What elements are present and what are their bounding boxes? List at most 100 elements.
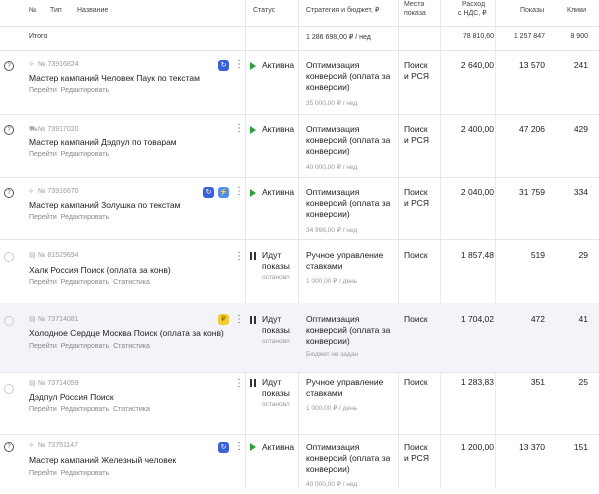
places-text: Поиск и РСЯ [404, 60, 429, 81]
table-row[interactable]: ▤ № 73714059 Дэдпул Россия Поиск Перейти… [0, 372, 599, 435]
strategy-text[interactable]: Оптимизация конверсий (оплата за конверс… [306, 314, 391, 346]
campaign-name[interactable]: Дэдпул Россия Поиск [29, 392, 114, 402]
budget-text: 1 000,00 ₽ / день [306, 405, 358, 412]
header-expense[interactable]: Расход [462, 1, 486, 8]
strategy-text[interactable]: Оптимизация конверсий (оплата за конверс… [306, 60, 391, 92]
go-link[interactable]: Перейти [29, 343, 57, 350]
status-text: Активна [262, 124, 295, 134]
play-icon[interactable] [250, 62, 256, 70]
pause-icon[interactable] [250, 379, 256, 387]
go-link[interactable]: Перейти [29, 151, 57, 158]
status-text: Идут показы [262, 314, 290, 335]
more-actions-icon[interactable]: ⋮ [234, 441, 244, 452]
header-expense-2: с НДС, ₽ [458, 10, 487, 17]
more-actions-icon[interactable]: ⋮ [234, 186, 244, 197]
help-icon[interactable]: ? [4, 61, 14, 71]
text-campaign-icon: ▤ [29, 316, 36, 323]
go-link[interactable]: Перейти [29, 279, 57, 286]
go-link[interactable]: Перейти [29, 406, 57, 413]
campaign-name[interactable]: Мастер кампаний Дэдпул по товарам [29, 137, 177, 147]
strategy-text[interactable]: Оптимизация конверсий (оплата за конверс… [306, 187, 391, 219]
play-icon[interactable] [250, 189, 256, 197]
shows-value: 47 206 [519, 124, 545, 134]
edit-link[interactable]: Редактировать [60, 87, 110, 94]
play-icon[interactable] [250, 126, 256, 134]
table-row[interactable]: ▤ № 73714081 Холодное Сердце Москва Поис… [0, 303, 599, 373]
totals-row: Итого 1 286 698,00 ₽ / нед 78 810,60 1 2… [0, 26, 599, 51]
row-links: Перейти Редактировать [29, 87, 113, 94]
more-actions-icon[interactable]: ⋮ [234, 314, 244, 325]
row-checkbox[interactable] [4, 384, 14, 394]
go-link[interactable]: Перейти [29, 214, 57, 221]
pause-icon[interactable] [250, 316, 256, 324]
table-row[interactable]: ▤ № 81529694 Халк Россия Поиск (оплата з… [0, 239, 599, 304]
cart-icon: ⛟ [29, 126, 38, 133]
stats-link[interactable]: Статистика [113, 343, 150, 350]
campaign-name[interactable]: Мастер кампаний Человек Паук по текстам [29, 73, 200, 83]
edit-link[interactable]: Редактировать [60, 279, 110, 286]
budget-text: 34 998,00 ₽ / нед [306, 227, 358, 234]
campaign-id: № 73916670 [37, 188, 79, 195]
campaign-name[interactable]: Халк Россия Поиск (оплата за конв) [29, 265, 171, 275]
strategy-text[interactable]: Ручное управление ставками [306, 250, 384, 271]
table-row[interactable]: ? ⛟ № 73917020 Мастер кампаний Дэдпул по… [0, 114, 599, 178]
header-name[interactable]: Название [77, 7, 109, 14]
clicks-value: 25 [578, 377, 588, 387]
lightning-badge-icon: ⚡ [218, 187, 229, 198]
edit-link[interactable]: Редактировать [60, 470, 110, 477]
campaign-name[interactable]: Холодное Сердце Москва Поиск (оплата за … [29, 328, 224, 338]
header-type[interactable]: Тип [50, 7, 62, 14]
header-clicks[interactable]: Клики [567, 7, 587, 14]
more-actions-icon[interactable]: ⋮ [234, 378, 244, 389]
strategy-text[interactable]: Оптимизация конверсий (оплата за конверс… [306, 442, 391, 474]
help-icon[interactable]: ? [4, 442, 14, 452]
header-status[interactable]: Статус [253, 7, 276, 14]
table-row[interactable]: ? ⟡ № 73916670 Мастер кампаний Золушка п… [0, 177, 599, 240]
budget-text: Бюджет не задан [306, 351, 358, 358]
stats-link[interactable]: Статистика [113, 279, 150, 286]
help-icon[interactable]: ? [4, 188, 14, 198]
go-link[interactable]: Перейти [29, 470, 57, 477]
edit-link[interactable]: Редактировать [60, 151, 110, 158]
campaign-name[interactable]: Мастер кампаний Золушка по текстам [29, 200, 181, 210]
text-campaign-icon: ▤ [29, 380, 36, 387]
total-label: Итого [29, 33, 48, 40]
strategy-text[interactable]: Ручное управление ставками [306, 377, 384, 398]
row-checkbox[interactable] [4, 316, 14, 326]
row-links: Перейти Редактировать Статистика [29, 406, 154, 413]
stats-link[interactable]: Статистика [113, 406, 150, 413]
row-links: Перейти Редактировать Статистика [29, 279, 154, 286]
more-actions-icon[interactable]: ⋮ [234, 59, 244, 70]
pause-icon[interactable] [250, 252, 256, 260]
clicks-value: 429 [573, 124, 588, 134]
header-strategy[interactable]: Стратегия и бюджет, ₽ [306, 7, 380, 14]
more-actions-icon[interactable]: ⋮ [234, 251, 244, 262]
play-icon[interactable] [250, 443, 256, 451]
strategy-text[interactable]: Оптимизация конверсий (оплата за конверс… [306, 124, 391, 156]
places-text: Поиск и РСЯ [404, 187, 429, 208]
campaign-id: № 73917020 [37, 126, 79, 133]
places-text: Поиск [404, 314, 428, 324]
clicks-value: 151 [573, 442, 588, 452]
campaign-name[interactable]: Мастер кампаний Железный человек [29, 455, 177, 465]
edit-link[interactable]: Редактировать [60, 406, 110, 413]
places-text: Поиск [404, 250, 428, 260]
expense-value: 1 200,00 [460, 442, 494, 452]
header-shows[interactable]: Показы [520, 7, 545, 14]
edit-link[interactable]: Редактировать [60, 214, 110, 221]
help-icon[interactable]: ? [4, 125, 14, 135]
expense-value: 1 283,83 [460, 377, 494, 387]
edit-link[interactable]: Редактировать [60, 343, 110, 350]
budget-text: 40 000,00 ₽ / нед [306, 481, 358, 488]
header-places[interactable]: Места [404, 1, 425, 8]
more-actions-icon[interactable]: ⋮ [234, 123, 244, 134]
table-row[interactable]: ? ⟡ № 73916824 Мастер кампаний Человек П… [0, 50, 599, 115]
go-link[interactable]: Перейти [29, 87, 57, 94]
expense-value: 2 400,00 [460, 124, 494, 134]
clicks-value: 29 [578, 250, 588, 260]
row-checkbox[interactable] [4, 252, 14, 262]
header-num[interactable]: № [29, 7, 37, 14]
table-row[interactable]: ? ⟡ № 73751147 Мастер кампаний Железный … [0, 434, 599, 494]
budget-text: 35 000,00 ₽ / нед [306, 100, 358, 107]
places-text: Поиск [404, 377, 428, 387]
